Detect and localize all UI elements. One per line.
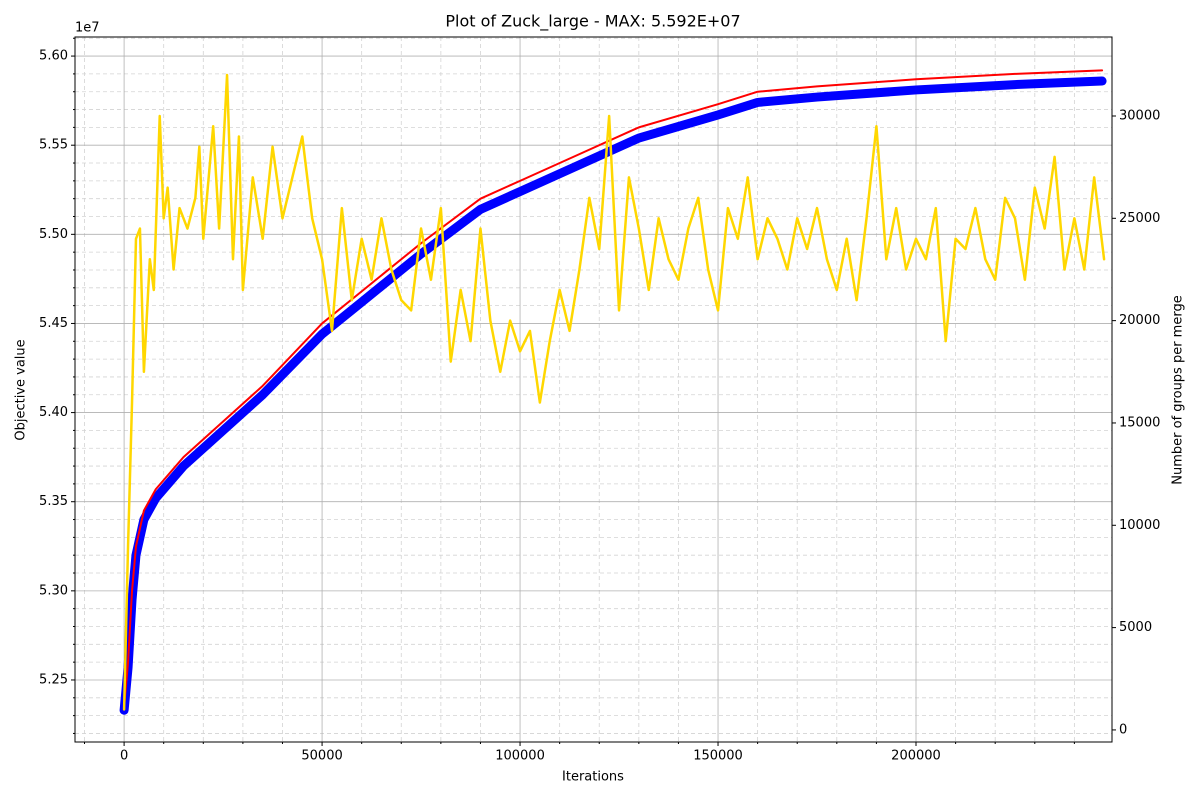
y2-tick-label: 15000 bbox=[1119, 415, 1160, 430]
chart-title: Plot of Zuck_large - MAX: 5.592E+07 bbox=[445, 12, 740, 32]
x-tick-label: 200000 bbox=[891, 749, 941, 764]
series-line bbox=[119, 76, 1107, 715]
y-tick-label: 5.55 bbox=[39, 138, 68, 153]
y-tick-label: 5.60 bbox=[39, 49, 68, 64]
y2-tick-label: 10000 bbox=[1119, 518, 1160, 533]
plot-area bbox=[119, 69, 1107, 715]
ticks: 0 50000 100000 150000 2000005.255.305.355.40… bbox=[39, 37, 1160, 764]
series-line bbox=[122, 73, 1106, 711]
axes-frame bbox=[74, 36, 1113, 743]
y2-tick-label: 25000 bbox=[1119, 211, 1160, 226]
x-tick-label: 100000 bbox=[495, 749, 545, 764]
y-tick-label: 5.45 bbox=[39, 316, 68, 331]
y2-tick-label: 20000 bbox=[1119, 313, 1160, 328]
x-tick-label: 50000 bbox=[301, 749, 342, 764]
y-tick-label: 5.30 bbox=[39, 583, 68, 598]
y-tick-label: 5.25 bbox=[39, 672, 68, 687]
y2-tick-label: 30000 bbox=[1119, 108, 1160, 123]
y-axis-label: Objective value bbox=[14, 339, 29, 440]
y2-axis-label: Number of groups per merge bbox=[1171, 295, 1186, 484]
y-tick-label: 5.35 bbox=[39, 494, 68, 509]
x-axis-label: Iterations bbox=[562, 770, 624, 785]
x-tick-label: 150000 bbox=[693, 749, 743, 764]
x-tick-label: 0 bbox=[120, 749, 128, 764]
y2-tick-label: 5000 bbox=[1119, 620, 1152, 635]
y2-tick-label: 0 bbox=[1119, 722, 1127, 737]
y-offset-label: 1e7 bbox=[75, 21, 100, 36]
y-tick-label: 5.40 bbox=[39, 405, 68, 420]
y-tick-label: 5.50 bbox=[39, 227, 68, 242]
